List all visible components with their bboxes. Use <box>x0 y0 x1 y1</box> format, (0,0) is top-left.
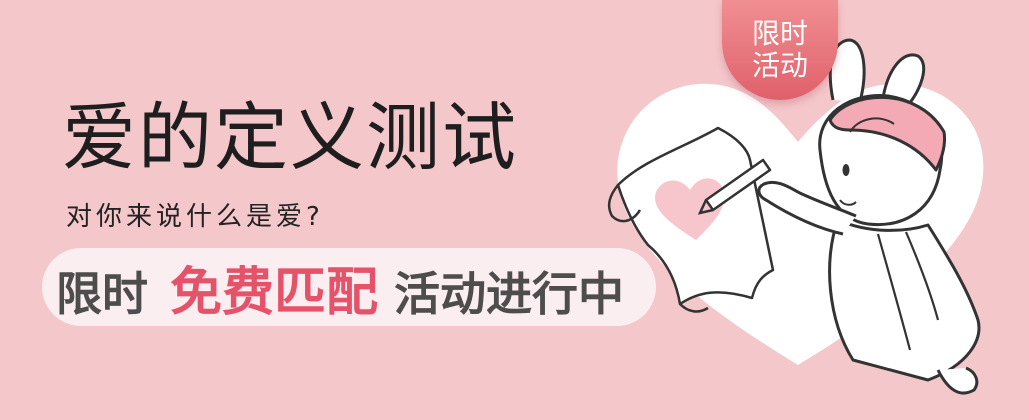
badge-line-2: 活动 <box>751 49 808 82</box>
limited-time-badge[interactable]: 限时 活动 <box>722 0 838 100</box>
badge-line-1: 限时 <box>751 17 808 50</box>
pencil-icon <box>697 158 772 215</box>
promo-line: 限时 免费匹配 活动进行中 <box>56 250 624 325</box>
banner-subtitle: 对你来说什么是爱? <box>66 202 324 232</box>
promo-highlight: 免费匹配 <box>170 263 379 323</box>
promo-prefix: 限时 <box>56 267 148 321</box>
banner-title: 爱的定义测试 <box>62 95 518 181</box>
bunny-illustration <box>607 38 984 395</box>
promo-pill-background <box>42 248 656 326</box>
paper-scroll-icon <box>607 126 775 313</box>
promo-suffix: 活动进行中 <box>394 267 625 321</box>
